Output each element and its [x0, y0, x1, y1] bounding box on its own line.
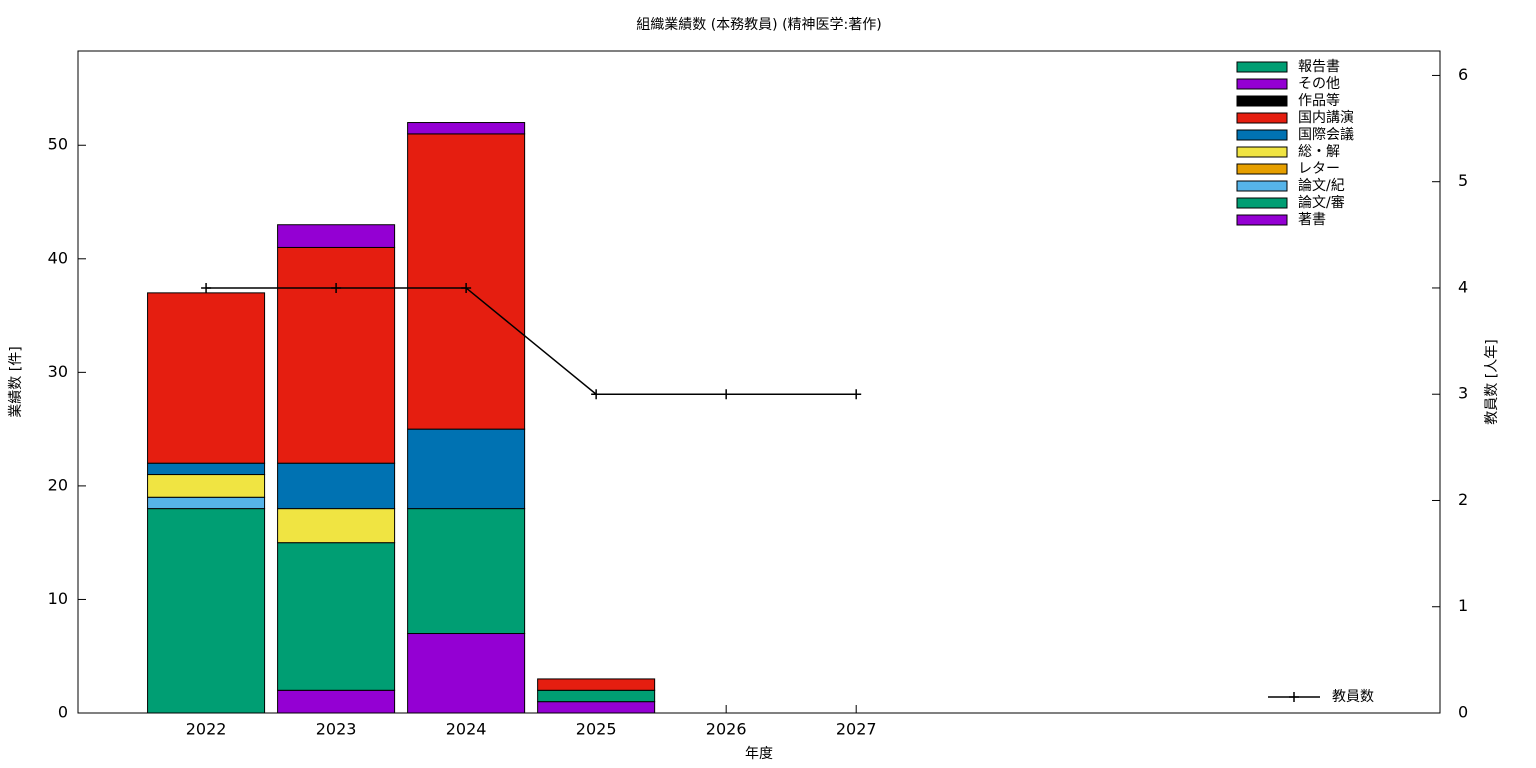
x-tick-label: 2025	[576, 720, 617, 739]
legend-marker	[1289, 692, 1299, 702]
legend-label: 国内講演	[1298, 110, 1354, 126]
legend-swatch	[1236, 180, 1288, 192]
bar-segment	[277, 689, 396, 714]
legend-label: レター	[1298, 161, 1340, 177]
legend-swatch	[1236, 112, 1288, 124]
legend-swatch	[1236, 95, 1288, 107]
legend-swatch	[1236, 78, 1288, 90]
y2-tick-label: 3	[1458, 384, 1468, 403]
bar-segment	[277, 508, 396, 544]
line-series	[206, 287, 857, 395]
line-marker	[461, 282, 472, 293]
bar-segment	[277, 462, 396, 510]
y2-tick-label: 5	[1458, 171, 1468, 190]
legend-swatch	[1236, 214, 1288, 226]
legend-label: 著書	[1298, 212, 1326, 228]
legend-label: その他	[1298, 76, 1340, 92]
x-tick-label: 2023	[316, 720, 357, 739]
bar-segment	[407, 633, 526, 714]
line-marker	[201, 282, 212, 293]
bar-segment	[147, 496, 266, 510]
legend-swatch	[1236, 197, 1288, 209]
y2-tick-label: 2	[1458, 490, 1468, 509]
y-tick-label: 20	[48, 475, 68, 494]
legend-label: 総・解	[1298, 144, 1340, 160]
legend-swatch	[1236, 61, 1288, 73]
line-marker	[331, 282, 342, 293]
chart-title: 組織業績数 (本務教員) (精神医学:著作)	[636, 17, 881, 33]
legend-label: 作品等	[1298, 92, 1340, 109]
plot-frame	[77, 50, 1441, 714]
legend-label: 論文/紀	[1298, 178, 1345, 194]
x-axis-label: 年度	[745, 746, 773, 762]
x-tick-label: 2024	[446, 720, 487, 739]
line-marker	[851, 389, 862, 400]
legend-label: 論文/審	[1298, 195, 1345, 211]
legend-label: 報告書	[1298, 59, 1340, 75]
bar-segment	[147, 292, 266, 464]
bar-segment	[407, 428, 526, 510]
y2-axis-label: 教員数 [人年]	[1484, 339, 1500, 424]
bar-segment	[537, 689, 656, 703]
x-tick-label: 2026	[706, 720, 747, 739]
bar-segment	[407, 122, 526, 135]
bar-segment	[147, 508, 266, 714]
y-tick-label: 0	[58, 703, 68, 722]
legend-swatch	[1236, 163, 1288, 175]
legend-swatch	[1236, 146, 1288, 158]
legend-label: 教員数	[1332, 689, 1374, 705]
bar-segment	[537, 678, 656, 691]
y-tick-label: 30	[48, 362, 68, 381]
bar-segment	[277, 542, 396, 691]
x-tick-label: 2027	[836, 720, 877, 739]
line-marker	[721, 389, 732, 400]
y-tick-label: 50	[48, 135, 68, 154]
bar-segment	[407, 133, 526, 430]
y-tick-label: 10	[48, 589, 68, 608]
y2-tick-label: 1	[1458, 596, 1468, 615]
y-tick-label: 40	[48, 248, 68, 267]
y-axis-label: 業績数 [件]	[8, 346, 24, 417]
y2-tick-label: 4	[1458, 277, 1468, 296]
line-marker	[591, 389, 602, 400]
legend-swatch	[1236, 129, 1288, 141]
bar-segment	[277, 224, 396, 248]
bar-segment	[407, 508, 526, 635]
x-tick-label: 2022	[186, 720, 227, 739]
y2-tick-label: 6	[1458, 65, 1468, 84]
bar-segment	[277, 246, 396, 464]
bar-segment	[147, 474, 266, 498]
y2-tick-label: 0	[1458, 703, 1468, 722]
bar-segment	[147, 462, 266, 476]
bar-segment	[537, 701, 656, 714]
legend-label: 国際会議	[1298, 126, 1354, 143]
